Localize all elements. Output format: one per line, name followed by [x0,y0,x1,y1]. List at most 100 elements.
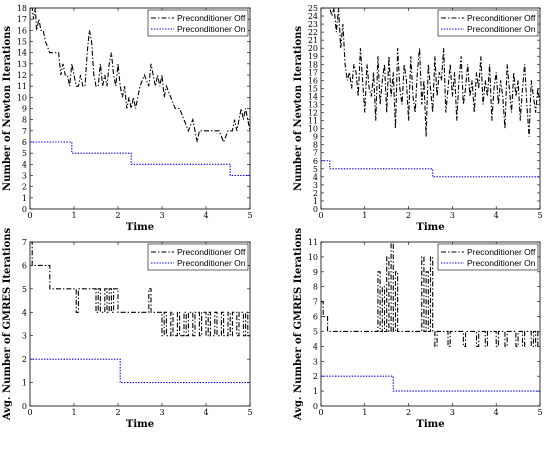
x-tick-label: 3 [450,211,455,220]
y-axis-label: Number of Newton Iterations [2,26,13,191]
y-tick-label: 15 [308,84,318,93]
series-line-preconditioner-on [30,358,250,384]
y-tick-label: 9 [313,133,318,142]
y-tick-label: 9 [313,268,318,277]
y-tick-label: 24 [308,12,318,21]
y-tick-label: 3 [313,181,318,190]
x-tick-label: 5 [247,408,252,417]
x-axis-label: Time [416,419,444,430]
y-tick-label: 11 [308,117,318,126]
x-axis-label: Time [416,222,444,233]
y-tick-label: 3 [22,172,27,181]
y-tick-label: 7 [313,149,318,158]
x-tick-label: 2 [406,408,411,417]
x-tick-label: 4 [203,408,208,417]
x-tick-label: 2 [115,408,120,417]
y-tick-label: 4 [313,342,318,351]
legend-label: Preconditioner On [467,258,536,268]
chart-panel-3: 0 1 2 3 4 5 0 1 2 3 4 5 6 7 Time Avg. Number of GMRES I… [2,227,253,430]
y-tick-label: 13 [17,60,27,69]
y-tick-label: 20 [308,44,318,53]
y-tick-label: 0 [313,205,318,214]
y-tick-label: 11 [17,82,27,91]
y-tick-label: 7 [22,127,27,136]
x-tick-label: 2 [406,211,411,220]
x-tick-label: 1 [71,408,76,417]
legend-label: Preconditioner On [467,24,536,34]
y-tick-label: 6 [313,157,318,166]
series-line-preconditioner-on [321,160,540,178]
y-tick-label: 21 [308,36,318,45]
y-tick-label: 0 [313,402,318,411]
y-tick-label: 5 [22,149,27,158]
legend-box [437,9,539,37]
legend-label: Preconditioner On [177,258,246,268]
x-tick-label: 4 [203,211,208,220]
x-tick-label: 0 [318,408,323,417]
plot-area [320,7,541,210]
x-tick-label: 1 [71,211,76,220]
x-tick-label: 2 [115,211,120,220]
x-tick-label: 3 [159,408,164,417]
y-tick-label: 7 [22,238,27,247]
y-tick-label: 18 [17,4,27,13]
y-tick-label: 10 [308,253,318,262]
y-tick-label: 12 [17,71,27,80]
y-tick-label: 10 [308,125,318,134]
y-tick-label: 5 [22,285,27,294]
y-tick-label: 2 [313,189,318,198]
legend-box [147,243,249,271]
y-tick-label: 3 [313,357,318,366]
series-line-preconditioner-off [321,8,540,137]
y-tick-label: 13 [308,100,318,109]
y-tick-label: 3 [22,332,27,341]
y-tick-label: 6 [313,313,318,322]
y-tick-label: 14 [17,49,27,58]
chart-panel-4: 0 1 2 3 4 5 0 1 2 3 4 5 6 7 8 9 10 11 Time Avg. Number of G… [293,227,543,430]
y-tick-label: 11 [308,238,318,247]
y-tick-label: 1 [22,194,27,203]
y-tick-label: 12 [308,109,318,118]
x-tick-label: 3 [159,211,164,220]
y-tick-label: 14 [308,92,318,101]
y-axis-label: Avg. Number of GMRES Iterations [2,227,13,421]
series-line-preconditioner-off [321,242,540,347]
x-tick-label: 5 [537,211,542,220]
x-tick-label: 4 [494,408,499,417]
x-tick-label: 0 [27,211,32,220]
y-tick-label: 6 [22,138,27,147]
y-tick-label: 15 [17,38,27,47]
series-line-preconditioner-off [30,8,250,144]
y-tick-label: 18 [308,60,318,69]
x-axis-label: Time [126,419,154,430]
y-tick-label: 4 [313,173,318,182]
series-line-preconditioner-on [321,375,540,392]
x-axis-label: Time [126,222,154,233]
y-tick-label: 19 [308,52,318,61]
y-axis-label: Avg. Number of GMRES Iterations [293,227,304,421]
y-tick-label: 1 [313,387,318,396]
chart-panel-1: 0 1 2 3 4 50123456789101112131415161718TimeNu… [2,4,253,233]
x-tick-label: 5 [537,408,542,417]
x-tick-label: 0 [318,211,323,220]
y-axis-label: Number of Newton Iterations [293,26,304,191]
x-tick-label: 0 [27,408,32,417]
legend-label: Preconditioner Off [177,247,246,257]
y-tick-label: 2 [313,372,318,381]
legend-label: Preconditioner Off [177,13,246,23]
legend-box [437,243,539,271]
y-tick-label: 4 [22,308,27,317]
legend-label: Preconditioner Off [467,247,536,257]
y-tick-label: 10 [17,93,27,102]
y-tick-label: 17 [17,15,27,24]
y-tick-label: 0 [22,205,27,214]
y-tick-label: 22 [308,28,318,37]
x-tick-label: 4 [494,211,499,220]
legend-box [147,9,249,37]
x-tick-label: 1 [362,211,367,220]
